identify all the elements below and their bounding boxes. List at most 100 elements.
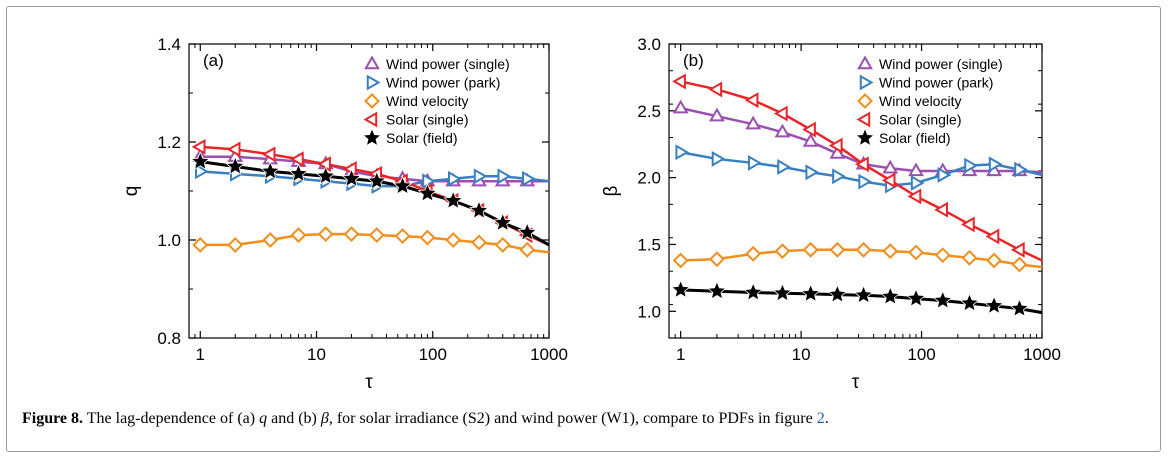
panel-b-legend-marker xyxy=(857,93,873,109)
panel-b-data-point xyxy=(708,81,723,98)
caption-figure-ref-link[interactable]: 2 xyxy=(816,410,825,427)
panel-b-data-point xyxy=(711,151,726,167)
panel-a-data-point xyxy=(227,236,244,253)
panel-a-data-point xyxy=(192,236,209,253)
panel-a-data-point xyxy=(260,160,281,180)
panel-a-legend-marker xyxy=(366,74,381,91)
panel-b-data-point xyxy=(670,279,691,299)
panel-b-data-point xyxy=(855,241,872,258)
panel-a-ylabel: q xyxy=(121,186,142,197)
panel-b-ytick-label: 2.5 xyxy=(637,102,661,121)
panel-b-xtick-label: 1 xyxy=(676,345,685,364)
panel-b-data-point xyxy=(960,216,975,233)
panel-b-data-point xyxy=(880,286,901,306)
panel-b-data-point xyxy=(709,107,725,122)
panel-b-data-point xyxy=(882,243,899,260)
panel-b-data-point xyxy=(745,115,762,130)
panel-a-legend-marker xyxy=(363,111,378,128)
panel-a-data-point xyxy=(445,232,462,248)
panel-a-xtick-label: 100 xyxy=(419,345,447,364)
panel-b-data-point xyxy=(964,157,978,174)
panel-a-data-point xyxy=(317,226,334,243)
panel-b-data-point xyxy=(906,288,926,308)
panel-b-data-point xyxy=(709,251,725,268)
panel-a-ytick-label: 1.0 xyxy=(157,231,181,250)
panel-b-data-point xyxy=(881,172,896,189)
panel-a-data-point xyxy=(315,165,336,185)
panel-a-data-point xyxy=(366,170,387,190)
panel-b-data-point xyxy=(908,162,924,177)
panel-b-data-point xyxy=(672,99,689,114)
panel-b-data-point xyxy=(932,290,953,310)
panel-a-data-point xyxy=(422,173,436,190)
panel-b-data-point xyxy=(908,244,924,261)
panel-b-ylabel: β xyxy=(601,185,622,196)
panel-b-xtick-label: 1000 xyxy=(1023,345,1061,364)
panel-b-legend-marker xyxy=(856,111,871,128)
panel-a-data-point xyxy=(226,141,241,158)
panel-b-data-point xyxy=(907,188,922,205)
panel-b-data-point xyxy=(802,241,819,258)
panel-b-xtick-label: 10 xyxy=(792,345,811,364)
panel-a-data-point xyxy=(368,227,385,244)
panel-b-data-point xyxy=(1009,298,1030,318)
panel-a-xtick-label: 1 xyxy=(196,345,205,364)
caption-text-3: , for solar irradiance (S2) and wind pow… xyxy=(328,410,817,427)
panel-a-data-point xyxy=(497,168,512,185)
panel-a-data-point xyxy=(289,151,304,168)
panel-b-data-point xyxy=(747,155,762,171)
panel-b-data-point xyxy=(707,280,727,300)
panel-a-data-point xyxy=(190,151,211,171)
panel-b-data-point xyxy=(827,284,848,303)
panel-a-data-point xyxy=(341,168,362,188)
panel-a-xtick-label: 10 xyxy=(307,345,326,364)
panel-a-series-4 xyxy=(190,151,550,247)
panel-a-legend-label: Wind power (single) xyxy=(386,56,510,72)
panel-a-xtick-label: 1000 xyxy=(530,345,568,364)
panel-b-data-point xyxy=(744,92,759,109)
panel-b-xlabel: τ xyxy=(852,372,860,393)
panel-b-data-point xyxy=(672,252,689,269)
panel-a-data-point xyxy=(492,212,513,232)
panel-a-data-point xyxy=(261,146,276,163)
panel-b-data-point xyxy=(1014,161,1028,178)
panel-b-ytick-label: 1.0 xyxy=(637,302,661,321)
panel-a-data-point xyxy=(225,156,246,175)
panel-a-data-point xyxy=(317,156,331,172)
panel-b-panel-label: (b) xyxy=(683,51,704,70)
panel-a-data-point xyxy=(288,163,309,183)
panel-b-data-point xyxy=(805,164,820,181)
panel-b-data-point xyxy=(853,284,874,304)
panel-a-data-point xyxy=(522,170,536,187)
panel-b-data-point xyxy=(828,137,843,154)
panel-b-data-point xyxy=(882,159,899,174)
panel-a-data-point xyxy=(290,227,307,244)
panel-b-data-point xyxy=(743,282,764,301)
panel-a-legend: Wind power (single) Wind power (park) Wind… xyxy=(362,55,510,147)
panel-a-data-point xyxy=(473,168,488,185)
panel-b-data-point xyxy=(986,252,1002,269)
panel-a-legend-marker xyxy=(362,127,382,147)
panel-a-data-point xyxy=(394,228,411,244)
panel-b-series-2 xyxy=(672,241,1043,273)
panel-b-data-point xyxy=(777,159,791,175)
panel-b-data-point xyxy=(774,243,791,260)
panel-b-legend: Wind power (single) Wind power (park) Wind… xyxy=(855,55,1003,147)
panel-b-series-1 xyxy=(675,144,1043,194)
panel-a-legend-label: Solar (single) xyxy=(386,112,468,128)
panel-a-data-point xyxy=(343,226,360,243)
panel-b-data-point xyxy=(802,121,816,138)
panel-b-series-4 xyxy=(670,279,1043,318)
panel-a-data-point xyxy=(195,163,209,180)
panel-a-data-point xyxy=(191,138,206,155)
panel-a-legend-label: Solar (field) xyxy=(386,130,458,146)
panel-b: 1 10 100 1000 1.0 1.5 2.0 2.5 3.0 τ β (b) Wind power… xyxy=(601,35,1061,393)
panel-b-data-point xyxy=(802,133,819,147)
panel-b-data-point xyxy=(774,123,791,138)
panel-a-data-point xyxy=(417,183,438,202)
panel-b-legend-label: Solar (single) xyxy=(879,112,961,128)
panel-a-data-point xyxy=(471,234,487,251)
panel-a-panel-label: (a) xyxy=(203,51,224,70)
panel-a-data-point xyxy=(519,241,536,258)
panel-b-data-point xyxy=(934,247,951,264)
